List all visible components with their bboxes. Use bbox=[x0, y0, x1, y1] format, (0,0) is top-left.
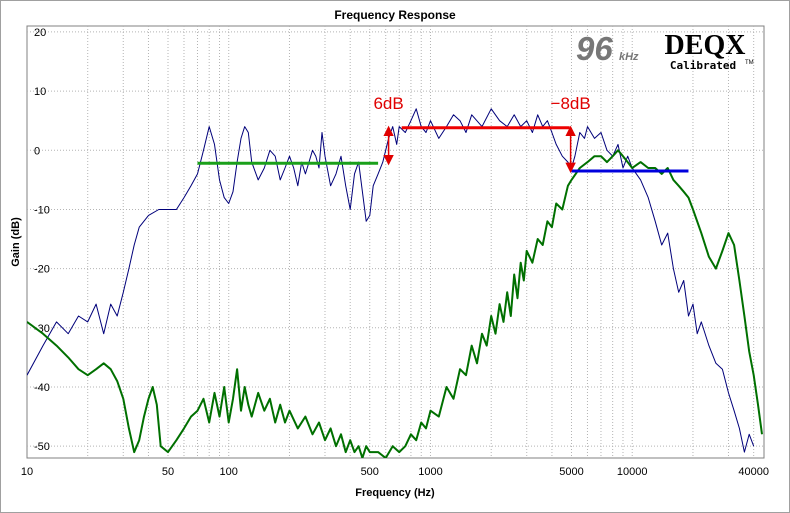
x-tick-label: 1000 bbox=[418, 466, 442, 478]
y-tick-label: -30 bbox=[34, 323, 50, 335]
level-lines bbox=[197, 126, 689, 173]
y-tick-label: 10 bbox=[34, 86, 46, 98]
logo-rate: 96 bbox=[576, 30, 613, 67]
x-tick-label: 100 bbox=[220, 466, 238, 478]
x-tick-labels: 10 50 100 500 1000 5000 10000 40000 bbox=[21, 466, 769, 478]
logo-brand: DEQX bbox=[665, 30, 746, 61]
y-axis-label: Gain (dB) bbox=[10, 217, 22, 267]
y-tick-label: -20 bbox=[34, 264, 50, 276]
x-tick-label: 50 bbox=[162, 466, 174, 478]
annotations: 6dB −8dB bbox=[373, 94, 591, 174]
logo-tm: TM bbox=[745, 60, 754, 66]
y-tick-label: -10 bbox=[34, 204, 50, 216]
y-tick-labels: 20 10 0 -10 -20 -30 -40 -50 bbox=[34, 27, 50, 453]
logo-rate-unit: kHz bbox=[619, 51, 639, 63]
x-axis-label: Frequency (Hz) bbox=[355, 487, 435, 499]
chart-title: Frequency Response bbox=[334, 8, 456, 22]
x-tick-label: 10000 bbox=[617, 466, 648, 478]
plot-area bbox=[26, 25, 765, 459]
grid-lines bbox=[27, 26, 764, 458]
y-tick-label: 20 bbox=[34, 27, 46, 39]
logo-sub: Calibrated bbox=[670, 59, 736, 72]
y-tick-label: -40 bbox=[34, 382, 50, 394]
x-tick-label: 500 bbox=[361, 466, 379, 478]
x-tick-label: 40000 bbox=[738, 466, 769, 478]
annotation-label: 6dB bbox=[373, 94, 403, 113]
series-line bbox=[27, 149, 763, 458]
x-tick-label: 10 bbox=[21, 466, 33, 478]
deqx-logo: 96 kHz DEQX Calibrated TM bbox=[576, 30, 754, 72]
annotation-label: −8dB bbox=[551, 94, 591, 113]
y-tick-label: 0 bbox=[34, 145, 40, 157]
x-tick-label: 5000 bbox=[559, 466, 583, 478]
y-tick-label: -50 bbox=[34, 441, 50, 453]
